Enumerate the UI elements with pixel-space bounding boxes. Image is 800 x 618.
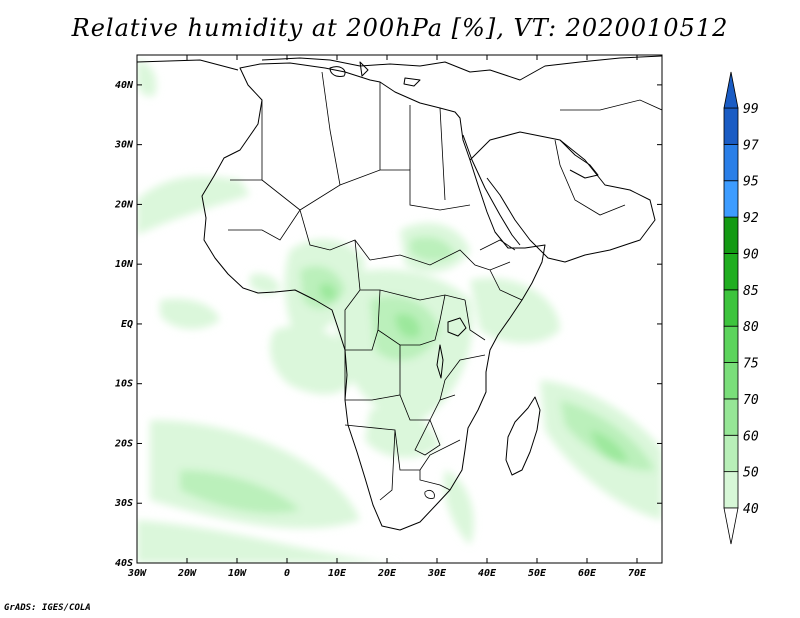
lake-victoria: [447, 317, 467, 337]
lon-tick-label: 10W: [228, 568, 247, 579]
grads-credit: GrADS: IGES/COLA: [4, 603, 91, 613]
country-borders: [228, 71, 662, 501]
lon-tick-label: 70E: [628, 568, 647, 579]
colorbar-level-label: 99: [743, 102, 759, 117]
colorbar-bin: [723, 434, 739, 473]
lat-tick-label: 10N: [115, 259, 134, 270]
map-outlines: [137, 55, 662, 531]
colorbar-bin: [723, 107, 739, 145]
colorbar-level-label: 80: [743, 320, 759, 335]
colorbar-level-label: 75: [743, 357, 759, 372]
europe-coastline: [137, 55, 662, 81]
lat-tick-label: EQ: [121, 319, 133, 330]
colorbar: 40 50 60 70 75 80 85 90 92 95 97 99: [723, 71, 759, 545]
africa-coastline: [201, 62, 546, 531]
humidity-shading: [137, 60, 662, 563]
red-sea-shore: [462, 134, 521, 246]
colorbar-below-arrow: [723, 507, 739, 545]
lon-tick-label: 10E: [328, 568, 347, 579]
lon-tick-label: 0: [284, 568, 290, 579]
colorbar-above-arrow: [723, 71, 739, 109]
colorbar-level-label: 85: [743, 284, 759, 299]
colorbar-bin: [723, 325, 739, 363]
arabia-outline: [469, 131, 656, 263]
lat-tick-label: 30S: [114, 498, 133, 509]
lon-tick-label: 20E: [377, 568, 397, 579]
colorbar-bin: [723, 143, 739, 182]
lat-tick-label: 10S: [115, 379, 133, 390]
colorbar-bin: [723, 253, 739, 291]
lon-tick-label: 40E: [478, 568, 497, 579]
longitude-axis: 30W 20W 10W 0 10E 20E 30E 40E 50E 60E 70E: [127, 55, 647, 579]
lon-tick-label: 20W: [177, 568, 197, 579]
colorbar-bin: [723, 471, 739, 509]
lon-tick-label: 30E: [427, 568, 447, 579]
madagascar-outline: [505, 396, 541, 476]
lat-tick-label: 40N: [115, 80, 134, 91]
lat-tick-label: 30N: [114, 140, 134, 151]
colorbar-level-label: 40: [743, 502, 759, 517]
colorbar-level-label: 70: [743, 393, 759, 408]
lon-tick-label: 50E: [528, 568, 547, 579]
colorbar-bin: [723, 289, 739, 327]
lake-tanganyika: [436, 344, 444, 379]
plot-frame: [136, 54, 663, 564]
persian-gulf: [559, 139, 599, 179]
colorbar-level-label: 50: [743, 466, 759, 481]
colorbar-level-label: 92: [743, 211, 759, 226]
colorbar-level-label: 97: [743, 138, 759, 153]
lat-tick-label: 40S: [115, 558, 133, 569]
lon-tick-label: 60E: [578, 568, 597, 579]
colorbar-level-label: 60: [743, 429, 759, 444]
lat-tick-label: 20N: [114, 199, 134, 210]
map-title: Relative humidity at 200hPa [%], VT: 202…: [71, 14, 729, 42]
lon-tick-label: 30W: [127, 568, 147, 579]
colorbar-bin: [723, 362, 739, 400]
colorbar-bin: [723, 216, 739, 254]
colorbar-bin: [723, 180, 739, 218]
colorbar-level-label: 90: [743, 247, 759, 262]
colorbar-level-label: 95: [743, 175, 759, 190]
latitude-axis: 40N 30N 20N 10N EQ 10S 20S 30S 40S: [114, 80, 662, 569]
lat-tick-label: 20S: [114, 438, 133, 449]
colorbar-bin: [723, 398, 739, 436]
mediterranean-islands: [329, 61, 421, 87]
